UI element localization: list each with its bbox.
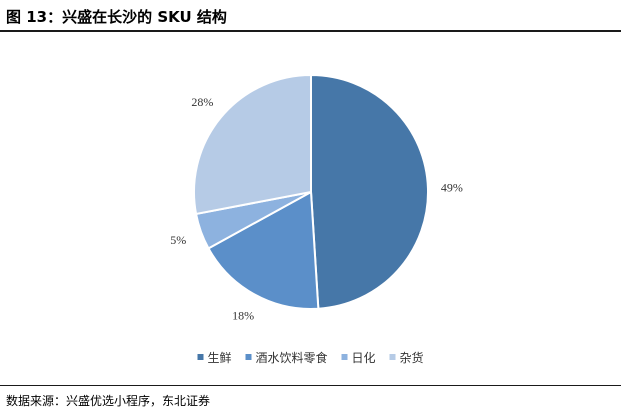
legend-label-4: 杂货: [400, 350, 424, 365]
slice-label-2: 18%: [232, 309, 254, 323]
legend-label-2: 酒水饮料零食: [256, 350, 328, 365]
pie-slices: [193, 73, 429, 310]
legend-swatch-1: [197, 354, 204, 360]
legend-label-3: 日化: [352, 351, 376, 365]
legend: 生鲜 酒水饮料零食 日化 杂货: [197, 350, 424, 365]
legend-swatch-2: [245, 354, 252, 360]
top-rule: [0, 30, 621, 32]
slice-labels: 49% 18% 5% 28%: [170, 95, 463, 323]
figure-title: 图 13：兴盛在长沙的 SKU 结构: [6, 8, 227, 26]
pie-chart: 49% 18% 5% 28% 生鲜 酒水饮料零食 日化 杂货: [170, 73, 463, 365]
bottom-rule: [0, 385, 621, 386]
source-note: 数据来源：兴盛优选小程序，东北证券: [6, 394, 211, 408]
pie-slice-2: [207, 190, 320, 310]
legend-swatch-4: [389, 354, 396, 360]
slice-label-3: 5%: [170, 233, 186, 247]
pie-slice-1: [310, 73, 429, 310]
legend-swatch-3: [341, 354, 348, 360]
pie-slice-4: [193, 73, 312, 216]
legend-label-1: 生鲜: [208, 351, 232, 365]
slice-label-4: 28%: [191, 95, 213, 109]
slice-label-1: 49%: [441, 181, 463, 195]
